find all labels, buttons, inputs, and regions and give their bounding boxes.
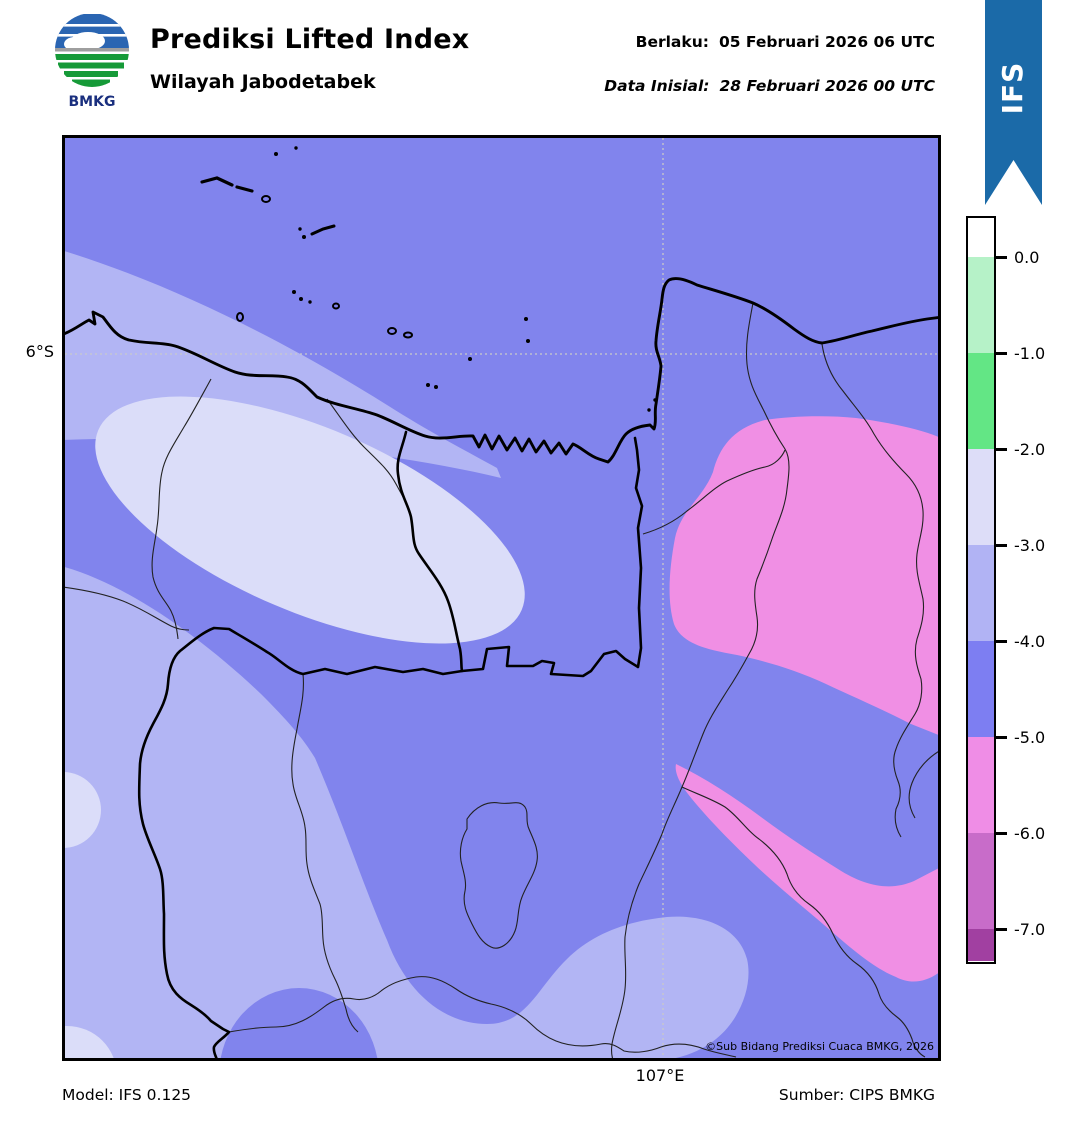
coastline: [65, 277, 938, 464]
colorbar-tick-label-6: -6.0: [1014, 823, 1046, 843]
gridlines: [65, 138, 938, 1058]
colorbar-segment-0: [968, 218, 994, 257]
colorbar-tick-label-2: -2.0: [1014, 439, 1046, 459]
init-time-row: Data Inisial: 28 Februari 2026 00 UTC: [604, 77, 935, 95]
valid-time-label: Berlaku:: [635, 33, 709, 51]
map-svg: ©Sub Bidang Prediksi Cuaca BMKG, 2026: [65, 138, 938, 1058]
colorbar-tick-1: [996, 352, 1007, 355]
colorbar-tick-label-5: -5.0: [1014, 727, 1046, 747]
map-canvas: ©Sub Bidang Prediksi Cuaca BMKG, 2026: [62, 135, 941, 1061]
fill-pink-regions: [669, 416, 938, 982]
colorbar-segment-2: [968, 353, 994, 449]
footer-model: Model: IFS 0.125: [62, 1086, 192, 1104]
colorbar-segment-6: [968, 737, 994, 833]
init-time-value: 28 Februari 2026 00 UTC: [719, 77, 936, 95]
colorbar-tick-label-0: 0.0: [1014, 247, 1040, 267]
colorbar-segment-5: [968, 641, 994, 737]
colorbar-segment-3: [968, 449, 994, 545]
valid-time-value: 05 Februari 2026 06 UTC: [718, 33, 935, 51]
colorbar-tick-label-4: -4.0: [1014, 631, 1046, 651]
fill-medium-blob: [220, 988, 378, 1058]
init-time-label: Data Inisial:: [604, 77, 710, 95]
colorbar: [966, 216, 996, 964]
colorbar-tick-4: [996, 640, 1007, 643]
colorbar-tick-0: [996, 256, 1007, 259]
colorbar-tick-label-1: -1.0: [1014, 343, 1046, 363]
colorbar-tick-label-3: -3.0: [1014, 535, 1046, 555]
model-ribbon: IFS: [985, 0, 1042, 205]
colorbar-tick-6: [996, 832, 1007, 835]
colorbar-segment-4: [968, 545, 994, 641]
islands: [200, 146, 657, 412]
ribbon-label: IFS: [996, 62, 1029, 115]
ribbon-banner: [985, 0, 1042, 205]
valid-time-row: Berlaku: 05 Februari 2026 06 UTC: [636, 33, 935, 51]
latitude-label: 6°S: [25, 342, 54, 361]
colorbar-tick-label-7: -7.0: [1014, 919, 1046, 939]
fill-pale-regions: [65, 396, 525, 1058]
district-boundaries: [65, 302, 938, 1058]
colorbar-segment-7: [968, 833, 994, 929]
longitude-label: 107°E: [635, 1066, 685, 1085]
page-subtitle: Wilayah Jabodetabek: [150, 71, 376, 93]
logo-text: BMKG: [69, 94, 116, 110]
province-boundaries: [137, 430, 644, 1058]
bmkg-logo: BMKG: [55, 13, 129, 110]
colorbar-tick-7: [996, 928, 1007, 931]
map-copyright: ©Sub Bidang Prediksi Cuaca BMKG, 2026: [705, 1040, 934, 1053]
colorbar-segment-1: [968, 257, 994, 353]
colorbar-tick-5: [996, 736, 1007, 739]
footer-source: Sumber: CIPS BMKG: [778, 1086, 935, 1104]
island-dots: [274, 146, 657, 412]
page-title: Prediksi Lifted Index: [150, 24, 470, 55]
colorbar-tick-3: [996, 544, 1007, 547]
colorbar-tick-2: [996, 448, 1007, 451]
colorbar-segment-8: [968, 929, 994, 961]
